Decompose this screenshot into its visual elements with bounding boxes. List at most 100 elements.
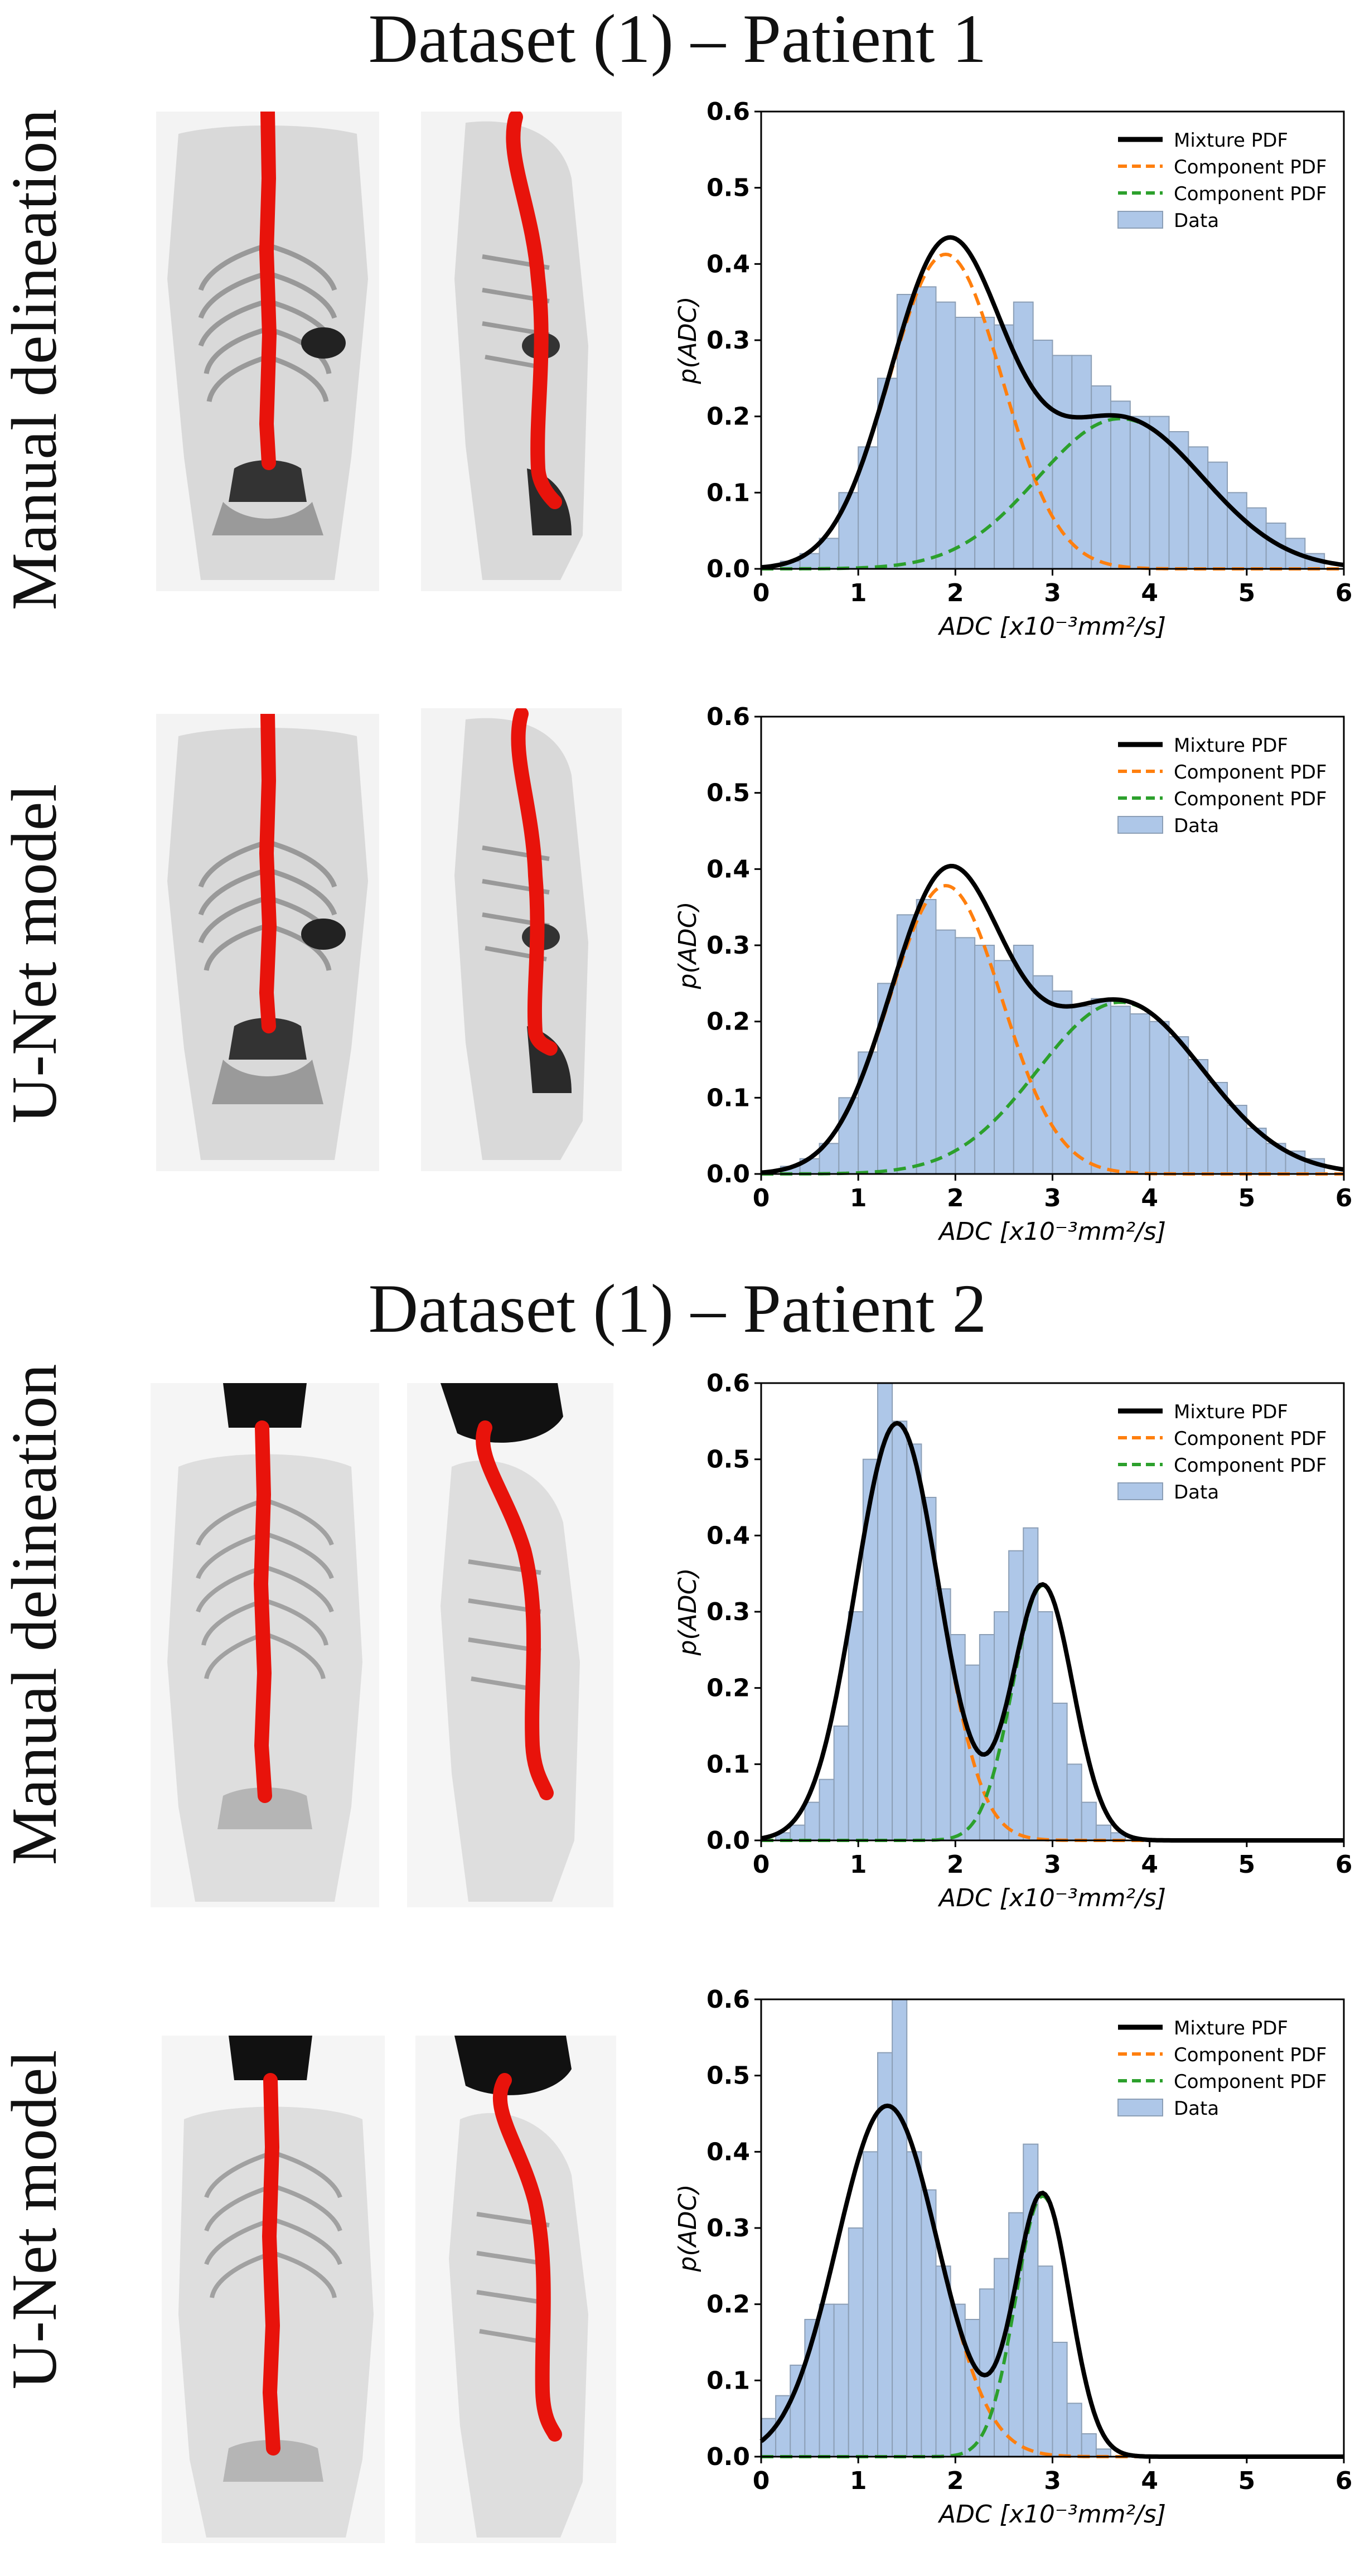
- legend: Mixture PDF Component PDF Component PDF Dat…: [1117, 1401, 1327, 1504]
- x-tick-label: 0: [753, 579, 770, 607]
- y-tick-label: 0.3: [706, 1598, 750, 1626]
- y-axis-label: p(ADC): [674, 1568, 702, 1656]
- x-axis-label: ADC [x10⁻³mm²/s]: [937, 2500, 1166, 2529]
- legend-label: Component PDF: [1174, 761, 1327, 784]
- histogram-bar: [1246, 507, 1267, 570]
- x-tick-label: 4: [1141, 2467, 1158, 2495]
- histogram-bar: [892, 1999, 908, 2457]
- legend-label: Data: [1174, 2097, 1219, 2120]
- legend-label: Component PDF: [1174, 2044, 1327, 2066]
- histogram-bar: [1168, 1036, 1189, 1175]
- histogram-bar: [935, 301, 956, 569]
- histogram-bar: [1110, 400, 1131, 569]
- mixture-pdf-line: [761, 235, 1344, 570]
- row-label-p2-manual: Manual delineation: [0, 1364, 70, 1865]
- legend-bar-swatch: [1117, 211, 1163, 229]
- histogram-bar: [1188, 1059, 1209, 1175]
- histogram-bar: [1095, 1824, 1111, 1842]
- x-axis-label: ADC [x10⁻³mm²/s]: [937, 612, 1166, 641]
- legend-label: Mixture PDF: [1174, 1401, 1288, 1423]
- x-tick-label: 6: [1335, 1184, 1353, 1212]
- y-tick-label: 0.3: [706, 931, 750, 960]
- histogram-bar: [955, 317, 976, 569]
- histogram-bar: [1066, 2403, 1082, 2457]
- y-tick-label: 0.6: [706, 1369, 750, 1398]
- histogram-bar: [1071, 355, 1092, 569]
- chart-p1-manual: 0 1 2 3 4 5 6 0.0 0.1 0.2 0.3 0.4 0.5 0.6 ADC [x10⁻³mm…: [674, 98, 1353, 641]
- histogram-bar: [1052, 2342, 1068, 2457]
- histogram-bar: [916, 899, 937, 1175]
- histogram-bar: [1037, 2265, 1053, 2457]
- histogram-bar: [1052, 990, 1073, 1175]
- legend-label: Data: [1174, 815, 1219, 837]
- histogram-bar: [1052, 355, 1073, 569]
- x-axis-label: ADC [x10⁻³mm²/s]: [937, 1884, 1166, 1912]
- legend-label: Component PDF: [1174, 156, 1327, 178]
- y-axis-label: p(ADC): [674, 2184, 702, 2273]
- y-tick-label: 0.2: [706, 403, 750, 431]
- y-tick-label: 0.1: [706, 479, 750, 507]
- chart-p1-unet: 0 1 2 3 4 5 6 0.0 0.1 0.2 0.3 0.4 0.5 0.6 ADC [x10⁻³mm…: [674, 703, 1353, 1246]
- x-tick-label: 1: [850, 1850, 867, 1879]
- scan-p1-unet-sagittal: [421, 708, 622, 1171]
- x-tick-label: 6: [1335, 1850, 1353, 1879]
- x-tick-label: 2: [947, 1184, 964, 1212]
- legend-label: Component PDF: [1174, 788, 1327, 810]
- legend-label: Mixture PDF: [1174, 2017, 1288, 2039]
- histogram-bars: [775, 1383, 1126, 1842]
- legend: Mixture PDF Component PDF Component PDF Dat…: [1117, 2017, 1327, 2120]
- x-tick-label: 1: [850, 579, 867, 607]
- legend: Mixture PDF Component PDF Component PDF Dat…: [1117, 129, 1327, 232]
- x-tick-label: 5: [1238, 1184, 1256, 1212]
- x-tick-label: 5: [1238, 1850, 1256, 1879]
- histogram-bar: [1149, 1021, 1170, 1175]
- title-patient-2: Dataset (1) – Patient 2: [368, 1270, 987, 1347]
- histogram-bar: [1023, 2143, 1039, 2457]
- histogram-bar: [964, 2319, 980, 2457]
- mixture-pdf-line: [761, 863, 1344, 1175]
- x-tick-label: 0: [753, 1184, 770, 1212]
- histogram-bar: [1207, 461, 1228, 570]
- histogram-bar: [1023, 1527, 1039, 1841]
- row-label-p1-manual: Manual delineation: [0, 109, 70, 611]
- scan-p2-manual-coronal: [151, 1383, 379, 1907]
- histogram-bar: [906, 2151, 922, 2458]
- y-tick-label: 0.6: [706, 703, 750, 731]
- y-axis-label: p(ADC): [674, 297, 702, 385]
- legend-label: Component PDF: [1174, 183, 1327, 205]
- y-tick-label: 0.4: [706, 855, 750, 883]
- histogram-bar: [935, 929, 956, 1175]
- histogram-bar: [804, 1801, 820, 1842]
- x-tick-label: 4: [1141, 579, 1158, 607]
- histogram-bar: [1071, 1006, 1092, 1175]
- histogram-bars: [780, 899, 1325, 1175]
- y-tick-label: 0.1: [706, 1084, 750, 1112]
- histogram-bar: [1081, 1801, 1097, 1842]
- y-tick-label: 0.2: [706, 1008, 750, 1036]
- x-tick-label: 3: [1044, 1850, 1061, 1879]
- legend-label: Data: [1174, 210, 1219, 232]
- legend-label: Mixture PDF: [1174, 129, 1288, 152]
- x-tick-label: 3: [1044, 1184, 1061, 1212]
- x-tick-label: 6: [1335, 579, 1353, 607]
- histogram-bar: [1013, 301, 1034, 569]
- y-tick-label: 0.4: [706, 250, 750, 278]
- chart-p2-unet: 0 1 2 3 4 5 6 0.0 0.1 0.2 0.3 0.4 0.5 0.6 ADC [x10⁻³mm…: [674, 1985, 1352, 2529]
- y-tick-label: 0.5: [706, 2062, 750, 2090]
- x-tick-label: 5: [1238, 2467, 1256, 2495]
- histogram-bar: [858, 1051, 878, 1175]
- histogram-bar: [819, 2303, 835, 2458]
- x-tick-label: 0: [753, 1850, 770, 1879]
- y-tick-label: 0.5: [706, 779, 750, 808]
- x-axis-label: ADC [x10⁻³mm²/s]: [937, 1217, 1166, 1246]
- y-tick-label: 0.2: [706, 1674, 750, 1703]
- histogram-bar: [1066, 1763, 1082, 1841]
- y-tick-label: 0.0: [706, 555, 750, 583]
- histogram-bar: [994, 960, 1014, 1175]
- histogram-bar: [877, 2052, 893, 2457]
- scan-p1-unet-coronal: [156, 714, 379, 1171]
- histogram-bar: [1129, 1013, 1150, 1175]
- scan-p2-unet-coronal: [162, 2036, 385, 2543]
- x-tick-label: 4: [1141, 1850, 1158, 1879]
- histogram-bar: [1081, 2433, 1097, 2457]
